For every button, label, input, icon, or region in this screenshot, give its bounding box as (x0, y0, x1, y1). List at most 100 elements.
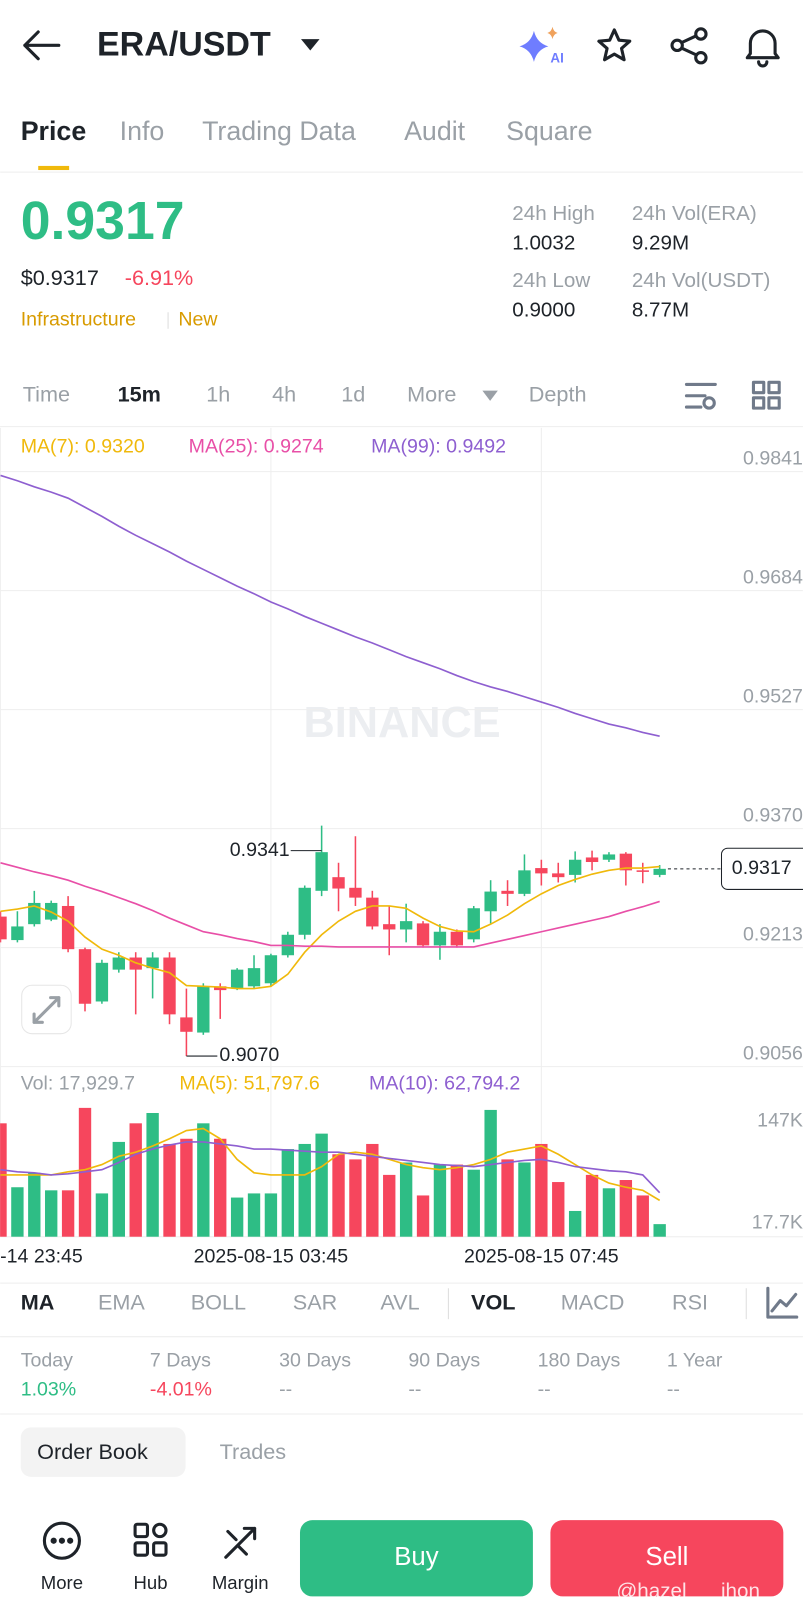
back-button[interactable] (23, 30, 61, 61)
sell-button[interactable] (550, 1520, 784, 1597)
candle-body (484, 891, 497, 912)
indicator[interactable]: SAR (293, 1289, 337, 1314)
volume-bar (197, 1123, 210, 1237)
volume-bar (95, 1193, 109, 1237)
volume-bar (552, 1182, 565, 1237)
tag[interactable]: New (178, 309, 218, 331)
interval[interactable]: More (407, 381, 456, 406)
volume-bar (619, 1180, 633, 1237)
tab[interactable]: Info (120, 116, 165, 146)
candle-body (214, 986, 227, 991)
candle-body (78, 949, 92, 1004)
candle-body (518, 870, 531, 894)
chart-settings[interactable] (684, 382, 717, 410)
order-book-tab-bg (20, 1427, 186, 1477)
volume-bar (112, 1141, 125, 1237)
expand-icon (32, 996, 61, 1024)
pair-dropdown[interactable] (301, 39, 320, 51)
interval[interactable]: 1d (341, 381, 365, 406)
candle-body (28, 902, 41, 925)
margin-icon[interactable] (224, 1526, 257, 1559)
interval[interactable]: Time (23, 381, 70, 406)
volume-bar (315, 1133, 328, 1237)
x-tick-label: 2025-08-15 07:45 (464, 1245, 619, 1267)
volume-bar (535, 1143, 548, 1237)
y-tick-label: 147K (757, 1109, 803, 1131)
candle-body (501, 890, 514, 894)
watermark: @hazel___jhon (616, 1580, 760, 1603)
candle-body (146, 957, 159, 969)
tab[interactable]: Trading Data (202, 116, 356, 146)
tab[interactable]: Audit (404, 116, 466, 146)
candle-body (568, 859, 582, 875)
stat-value: 8.77M (632, 299, 689, 322)
performance-row: Today 1.03% 7 Days -4.01% 30 Days -- 90 Days --… (21, 1350, 723, 1401)
buy-button[interactable] (299, 1520, 533, 1597)
candle-body (619, 853, 633, 871)
interval[interactable]: 4h (272, 381, 296, 406)
min-label: 0.9070 (219, 1044, 279, 1066)
tab-indicator (38, 165, 70, 171)
volume-bar (28, 1172, 41, 1237)
period-label: 30 Days (279, 1350, 351, 1372)
tab[interactable]: Square (506, 116, 592, 146)
hub-icon[interactable] (133, 1522, 168, 1557)
stat-label: 24h High (512, 202, 594, 225)
pair-title[interactable]: ERA/USDT (97, 25, 271, 63)
candle-body (349, 887, 362, 898)
y-tick-label: 0.9841 (743, 447, 803, 469)
volume-bar (501, 1159, 514, 1237)
interval[interactable]: Depth (529, 381, 587, 406)
tab-bar: Price Info Trading Data Audit Square (21, 116, 593, 146)
candle-body (197, 986, 210, 1033)
interval[interactable]: 15m (118, 381, 161, 406)
legend-entry: MA(25): 0.9274 (189, 435, 324, 457)
alert-button[interactable] (745, 29, 780, 68)
indicator[interactable]: EMA (98, 1289, 145, 1314)
share-button[interactable] (670, 27, 708, 65)
volume-bar (568, 1210, 582, 1237)
buy-label: Buy (394, 1543, 438, 1571)
volume-bar (230, 1197, 244, 1237)
stat-label: 24h Vol(USDT) (632, 269, 771, 292)
layout-button[interactable] (751, 380, 781, 410)
volume-bar (180, 1138, 193, 1237)
period-value: -- (538, 1378, 551, 1400)
period-label: 7 Days (150, 1350, 211, 1372)
indicator[interactable]: BOLL (191, 1289, 246, 1314)
more-icon[interactable] (42, 1521, 81, 1560)
candle-body (315, 852, 328, 891)
volume-bar (653, 1224, 666, 1237)
ai-button[interactable]: AI (519, 26, 564, 65)
volume-bar (484, 1109, 497, 1237)
more-dropdown[interactable] (482, 390, 498, 401)
candle-body (585, 857, 599, 863)
indicator[interactable]: AVL (380, 1289, 419, 1314)
order-book-tab[interactable]: Order Book (37, 1439, 148, 1464)
candle-body (230, 969, 244, 989)
ma-line (0, 861, 660, 948)
candle-body (298, 887, 311, 935)
interval[interactable]: 1h (206, 381, 230, 406)
volume-bar (585, 1174, 599, 1237)
indicator[interactable]: MACD (561, 1289, 625, 1314)
indicator[interactable]: RSI (672, 1289, 708, 1314)
tab[interactable]: Price (21, 116, 87, 146)
ma-line (0, 865, 660, 990)
indicator-settings[interactable] (766, 1286, 799, 1319)
indicator[interactable]: MA (21, 1289, 55, 1314)
trades-tab[interactable]: Trades (220, 1439, 287, 1464)
nav-label[interactable]: More (41, 1572, 83, 1593)
nav-label[interactable]: Margin (212, 1572, 269, 1593)
tag[interactable]: Infrastructure (21, 309, 136, 331)
volume-bar (163, 1143, 176, 1237)
period-label: 1 Year (667, 1350, 723, 1372)
max-label: 0.9341 (230, 839, 290, 861)
nav-label[interactable]: Hub (134, 1572, 168, 1593)
indicator[interactable]: VOL (471, 1289, 515, 1314)
y-tick-label: 0.9370 (743, 804, 803, 826)
volume-bar (450, 1164, 464, 1237)
legend-entry: MA(99): 0.9492 (371, 435, 506, 457)
favorite-button[interactable] (597, 28, 632, 62)
